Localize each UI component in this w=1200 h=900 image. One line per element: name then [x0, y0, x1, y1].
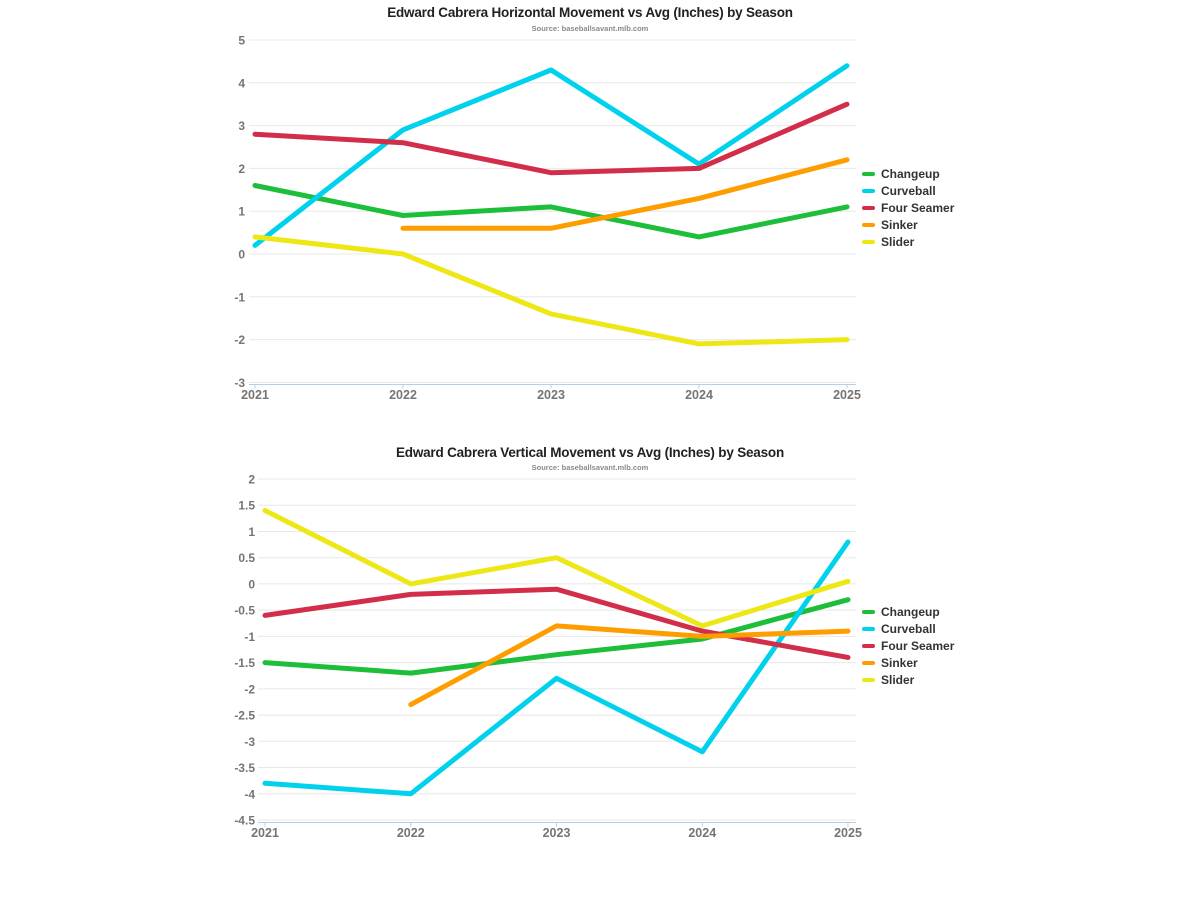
legend-label: Sinker	[881, 655, 918, 670]
y-tick-label: 2	[248, 473, 255, 487]
y-tick-label: 4	[238, 76, 245, 90]
y-tick-label: -3.5	[234, 761, 255, 775]
legend-label: Sinker	[881, 217, 918, 232]
x-tick-label: 2024	[685, 388, 713, 402]
legend-swatch-curveball	[862, 626, 875, 631]
legend-swatch-four-seamer	[862, 205, 875, 210]
chart-title: Edward Cabrera Vertical Movement vs Avg …	[395, 445, 785, 460]
x-tick-label: 2023	[543, 826, 571, 840]
x-tick-label: 2025	[833, 388, 861, 402]
y-tick-label: 0	[238, 248, 245, 262]
legend-swatch-curveball	[862, 188, 875, 193]
y-tick-label: 5	[238, 34, 245, 48]
y-tick-label: -1	[234, 290, 245, 304]
y-tick-label: 1	[248, 525, 255, 539]
chart-title: Edward Cabrera Horizontal Movement vs Av…	[387, 5, 793, 20]
x-tick-label: 2024	[688, 826, 716, 840]
y-tick-label: -1.5	[234, 656, 255, 670]
legend-swatch-sinker	[862, 222, 875, 227]
y-tick-label: -0.5	[234, 604, 255, 618]
series-line-four-seamer	[262, 586, 851, 660]
chart-vertical-movement: Edward Cabrera Vertical Movement vs Avg …	[0, 430, 1200, 900]
y-tick-label: 0.5	[238, 551, 255, 565]
vertical-movement-plot: 21.510.50-0.5-1-1.5-2-2.5-3-3.5-4-4.5202…	[234, 473, 862, 841]
legend: Changeup Curveball Four Seamer Sinker Slider	[862, 165, 954, 250]
legend-item-four-seamer: Four Seamer	[862, 199, 954, 216]
series-line-changeup	[252, 183, 850, 240]
legend-label: Changeup	[881, 604, 940, 619]
legend-item-slider: Slider	[862, 671, 954, 688]
y-tick-label: -4	[244, 787, 255, 801]
y-tick-label: -2	[234, 333, 245, 347]
legend-item-sinker: Sinker	[862, 654, 954, 671]
x-tick-label: 2022	[397, 826, 425, 840]
series-line-curveball	[252, 63, 850, 248]
legend-swatch-four-seamer	[862, 643, 875, 648]
legend-swatch-changeup	[862, 171, 875, 176]
legend-swatch-slider	[862, 677, 875, 682]
legend-swatch-slider	[862, 239, 875, 244]
legend-swatch-changeup	[862, 609, 875, 614]
legend-label: Changeup	[881, 166, 940, 181]
legend-item-changeup: Changeup	[862, 165, 954, 182]
chart-source-subtitle: Source: baseballsavant.mlb.com	[531, 24, 649, 33]
series-line-slider	[262, 508, 851, 629]
legend: Changeup Curveball Four Seamer Sinker Slider	[862, 603, 954, 688]
series-line-sinker	[400, 157, 850, 231]
legend-item-curveball: Curveball	[862, 620, 954, 637]
legend-label: Four Seamer	[881, 200, 955, 215]
legend-label: Curveball	[881, 621, 936, 636]
x-tick-label: 2022	[389, 388, 417, 402]
legend-label: Slider	[881, 672, 915, 687]
series-line-four-seamer	[252, 101, 850, 176]
legend-item-slider: Slider	[862, 233, 954, 250]
legend-item-sinker: Sinker	[862, 216, 954, 233]
y-tick-label: -2	[244, 682, 255, 696]
y-tick-label: -3	[234, 376, 245, 390]
legend-item-changeup: Changeup	[862, 603, 954, 620]
chart-source-subtitle: Source: baseballsavant.mlb.com	[531, 463, 649, 472]
y-tick-label: -4.5	[234, 813, 255, 827]
chart-horizontal-movement: Edward Cabrera Horizontal Movement vs Av…	[0, 0, 1200, 430]
series-line-sinker	[408, 623, 851, 708]
legend-label: Four Seamer	[881, 638, 955, 653]
x-tick-label: 2025	[834, 826, 862, 840]
x-tick-label: 2021	[251, 826, 279, 840]
legend-label: Slider	[881, 234, 915, 249]
x-tick-label: 2021	[241, 388, 269, 402]
y-tick-label: 0	[248, 577, 255, 591]
y-tick-label: 3	[238, 119, 245, 133]
y-tick-label: 1	[238, 205, 245, 219]
y-tick-label: 1.5	[238, 499, 255, 513]
y-tick-label: -1	[244, 630, 255, 644]
series-line-slider	[252, 234, 850, 347]
legend-label: Curveball	[881, 183, 936, 198]
legend-item-four-seamer: Four Seamer	[862, 637, 954, 654]
legend-item-curveball: Curveball	[862, 182, 954, 199]
series-line-curveball	[262, 539, 851, 797]
x-tick-label: 2023	[537, 388, 565, 402]
y-tick-label: -2.5	[234, 709, 255, 723]
series-line-changeup	[262, 597, 851, 676]
y-tick-label: -3	[244, 735, 255, 749]
y-tick-label: 2	[238, 162, 245, 176]
legend-swatch-sinker	[862, 660, 875, 665]
